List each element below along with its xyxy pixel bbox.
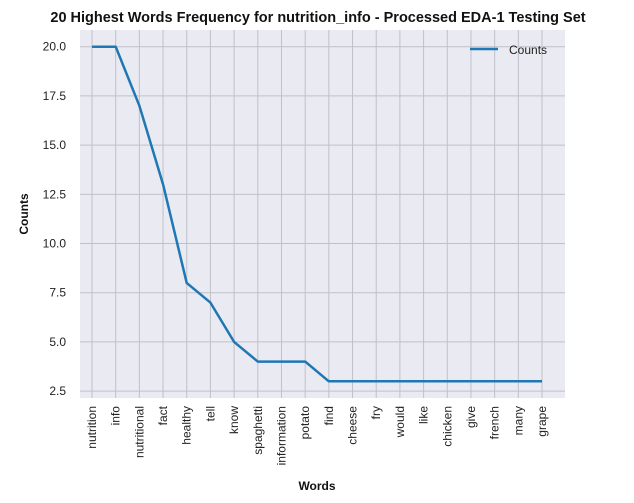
x-tick-label: tell <box>203 406 217 421</box>
plot-area <box>80 30 565 398</box>
y-tick-label: 2.5 <box>49 384 66 398</box>
y-gridlines <box>80 46 565 392</box>
x-tick-label: french <box>488 406 502 439</box>
y-axis-label: Counts <box>17 193 31 235</box>
y-tick-label: 15.0 <box>43 138 67 152</box>
x-tick-label: nutritional <box>132 406 146 458</box>
x-tick-label: grape <box>535 406 549 437</box>
y-tick-labels: 2.5 5.0 7.5 10.0 12.5 15.0 17.5 20.0 <box>43 40 67 398</box>
x-tick-label: info <box>109 406 123 426</box>
series-line-counts <box>92 45 542 383</box>
y-tick-label: 20.0 <box>43 40 67 54</box>
x-axis-label: Words <box>298 479 335 493</box>
x-tick-label: nutrition <box>85 406 99 449</box>
legend-label: Counts <box>509 43 547 57</box>
legend: Counts <box>470 43 547 57</box>
chart-title: 20 Highest Words Frequency for nutrition… <box>50 10 585 26</box>
x-tick-label: cheese <box>346 406 360 445</box>
x-tick-label: fry <box>369 406 383 419</box>
y-tick-label: 5.0 <box>49 335 66 349</box>
x-gridlines <box>91 30 543 398</box>
x-tick-label: information <box>274 406 288 465</box>
x-tick-label: like <box>417 406 431 424</box>
x-tick-label: spaghetti <box>251 406 265 455</box>
x-tick-label: would <box>393 406 407 438</box>
x-tick-label: give <box>464 406 478 428</box>
x-tick-label: many <box>511 406 525 435</box>
y-tick-label: 7.5 <box>49 286 66 300</box>
x-tick-label: potato <box>298 406 312 440</box>
y-tick-label: 10.0 <box>43 237 67 251</box>
x-tick-labels: nutrition info nutritional fact healthy tell k… <box>85 405 549 465</box>
x-tick-label: find <box>322 406 336 425</box>
y-tick-label: 17.5 <box>43 89 67 103</box>
x-tick-label: know <box>227 406 241 434</box>
series-lines <box>92 45 542 383</box>
x-tick-label: chicken <box>440 406 454 447</box>
x-tick-label: healthy <box>180 406 194 445</box>
x-tick-label: fact <box>156 405 170 425</box>
y-tick-label: 12.5 <box>43 187 67 201</box>
